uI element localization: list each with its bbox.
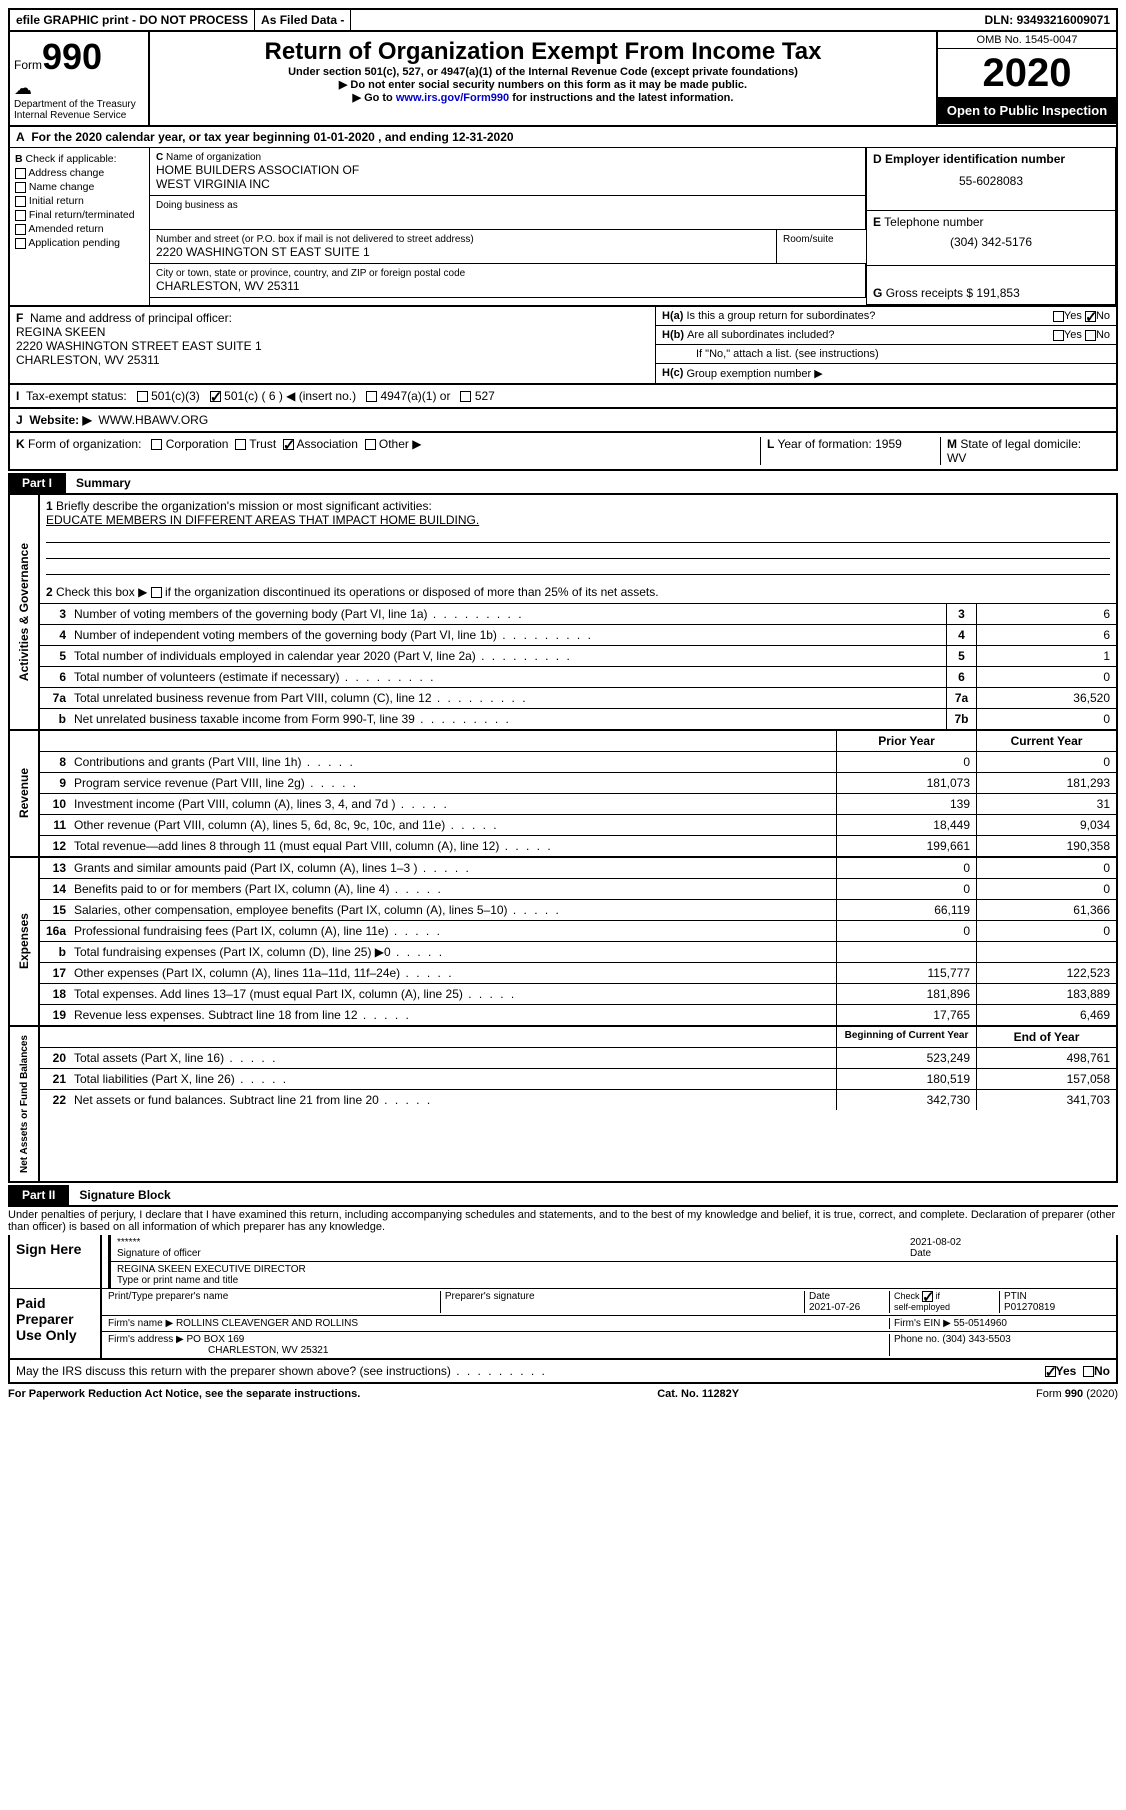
firm-addr: PO BOX 169 [187, 1334, 245, 1345]
pp-date: 2021-07-26 [809, 1302, 860, 1313]
activities-governance: Activities & Governance 1 Briefly descri… [8, 495, 1118, 731]
ein-label: Employer identification number [885, 152, 1065, 166]
ein: 55-6028083 [873, 174, 1109, 188]
city: CHARLESTON, WV 25311 [156, 279, 859, 293]
b-pending: Application pending [28, 237, 120, 249]
form-header: Form990 ☁ Department of the Treasury Int… [8, 32, 1118, 127]
dept-treasury: Department of the Treasury [14, 99, 144, 110]
net-assets-section: Net Assets or Fund Balances Beginning of… [8, 1027, 1118, 1183]
gross-label: Gross receipts $ [886, 286, 973, 300]
firm-phone: (304) 343-5503 [942, 1334, 1010, 1345]
efile-notice: efile GRAPHIC print - DO NOT PROCESS [10, 10, 255, 30]
state-domicile: WV [947, 451, 966, 465]
officer-name-title: REGINA SKEEN EXECUTIVE DIRECTOR [117, 1264, 1110, 1275]
part-1-header: Part I Summary [8, 473, 1118, 495]
room-label: Room/suite [783, 234, 860, 245]
officer-block: F Name and address of principal officer:… [8, 307, 1118, 385]
line-i: I Tax-exempt status: 501(c)(3) 501(c) ( … [8, 385, 1118, 409]
hdr-curr: Current Year [976, 731, 1116, 751]
hc-label: Group exemption number ▶ [686, 367, 822, 380]
side-rev: Revenue [15, 760, 33, 826]
hdr-beg: Beginning of Current Year [836, 1027, 976, 1047]
b-address-change: Address change [28, 167, 104, 179]
org-name-1: HOME BUILDERS ASSOCIATION OF [156, 163, 859, 177]
ha-label: Is this a group return for subordinates? [686, 310, 875, 322]
b-amended: Amended return [28, 223, 103, 235]
year-formation: 1959 [875, 437, 902, 451]
b-initial: Initial return [29, 195, 84, 207]
phone-label: Telephone number [884, 215, 983, 229]
side-ag: Activities & Governance [15, 535, 33, 689]
sig-date: 2021-08-02 [910, 1237, 1110, 1248]
pp-sig-label: Preparer's signature [441, 1291, 805, 1313]
ptin: P01270819 [1004, 1302, 1055, 1313]
form-title: Return of Organization Exempt From Incom… [156, 38, 930, 66]
officer-addr2: CHARLESTON, WV 25311 [16, 353, 649, 367]
paid-prep-label: Paid Preparer Use Only [10, 1289, 100, 1358]
open-to-public: Open to Public Inspection [938, 97, 1116, 124]
as-filed: As Filed Data - [255, 10, 351, 30]
c-name-label: Name of organization [166, 152, 261, 163]
street: 2220 WASHINGTON ST EAST SUITE 1 [156, 245, 770, 259]
subtitle-3: Go to www.irs.gov/Form990 for instructio… [156, 91, 930, 104]
revenue-section: Revenue Prior YearCurrent Year 8Contribu… [8, 731, 1118, 858]
b-name-change: Name change [29, 181, 94, 193]
officer-name: REGINA SKEEN [16, 325, 649, 339]
gross-receipts: 191,853 [976, 286, 1019, 300]
sig-stars: ****** [117, 1237, 910, 1248]
address-block: B Check if applicable: Address change Na… [8, 148, 1118, 307]
street-label: Number and street (or P.O. box if mail i… [156, 234, 770, 245]
side-exp: Expenses [15, 905, 33, 977]
firm-ein: 55-0514960 [954, 1318, 1007, 1329]
may-irs-row: May the IRS discuss this return with the… [8, 1360, 1118, 1384]
line-k: K Form of organization: Corporation Trus… [8, 433, 1118, 471]
website: WWW.HBAWV.ORG [98, 413, 208, 427]
signature-block: Sign Here ******Signature of officer 202… [8, 1235, 1118, 1360]
phone: (304) 342-5176 [873, 235, 1109, 249]
hdr-end: End of Year [976, 1027, 1116, 1047]
city-label: City or town, state or province, country… [156, 268, 859, 279]
b-label: Check if applicable: [26, 153, 117, 165]
hdr-prior: Prior Year [836, 731, 976, 751]
irs-link[interactable]: www.irs.gov/Form990 [396, 92, 509, 104]
subtitle-2: Do not enter social security numbers on … [156, 78, 930, 91]
perjury-text: Under penalties of perjury, I declare th… [8, 1207, 1118, 1235]
form-label: Form990 [14, 36, 144, 78]
subtitle-1: Under section 501(c), 527, or 4947(a)(1)… [156, 66, 930, 78]
page-footer: For Paperwork Reduction Act Notice, see … [8, 1384, 1118, 1404]
firm-name: ROLLINS CLEAVENGER AND ROLLINS [176, 1318, 358, 1329]
q2-label: Check this box ▶ if the organization dis… [56, 585, 659, 599]
mission: EDUCATE MEMBERS IN DIFFERENT AREAS THAT … [46, 513, 1110, 527]
side-na: Net Assets or Fund Balances [17, 1027, 32, 1181]
sig-officer-label: Signature of officer [117, 1248, 910, 1259]
org-name-2: WEST VIRGINIA INC [156, 177, 859, 191]
sign-here-label: Sign Here [10, 1235, 100, 1288]
hb-label: Are all subordinates included? [687, 329, 834, 341]
line-j: J Website: ▶ WWW.HBAWV.ORG [8, 409, 1118, 433]
h-note: If "No," attach a list. (see instruction… [656, 345, 1116, 364]
f-label: Name and address of principal officer: [30, 311, 232, 325]
top-bar: efile GRAPHIC print - DO NOT PROCESS As … [8, 8, 1118, 32]
tax-year: 2020 [938, 49, 1116, 97]
b-final: Final return/terminated [29, 209, 135, 221]
irs: Internal Revenue Service [14, 110, 144, 121]
omb-number: OMB No. 1545-0047 [938, 32, 1116, 49]
line-a: A For the 2020 calendar year, or tax yea… [8, 127, 1118, 148]
q1-label: Briefly describe the organization's miss… [56, 499, 432, 513]
officer-addr1: 2220 WASHINGTON STREET EAST SUITE 1 [16, 339, 649, 353]
dln: DLN: 93493216009071 [979, 10, 1116, 30]
part-2-header: Part II Signature Block [8, 1185, 1118, 1207]
dba-label: Doing business as [156, 200, 859, 211]
expenses-section: Expenses 13Grants and similar amounts pa… [8, 858, 1118, 1027]
pp-name-label: Print/Type preparer's name [108, 1291, 441, 1313]
